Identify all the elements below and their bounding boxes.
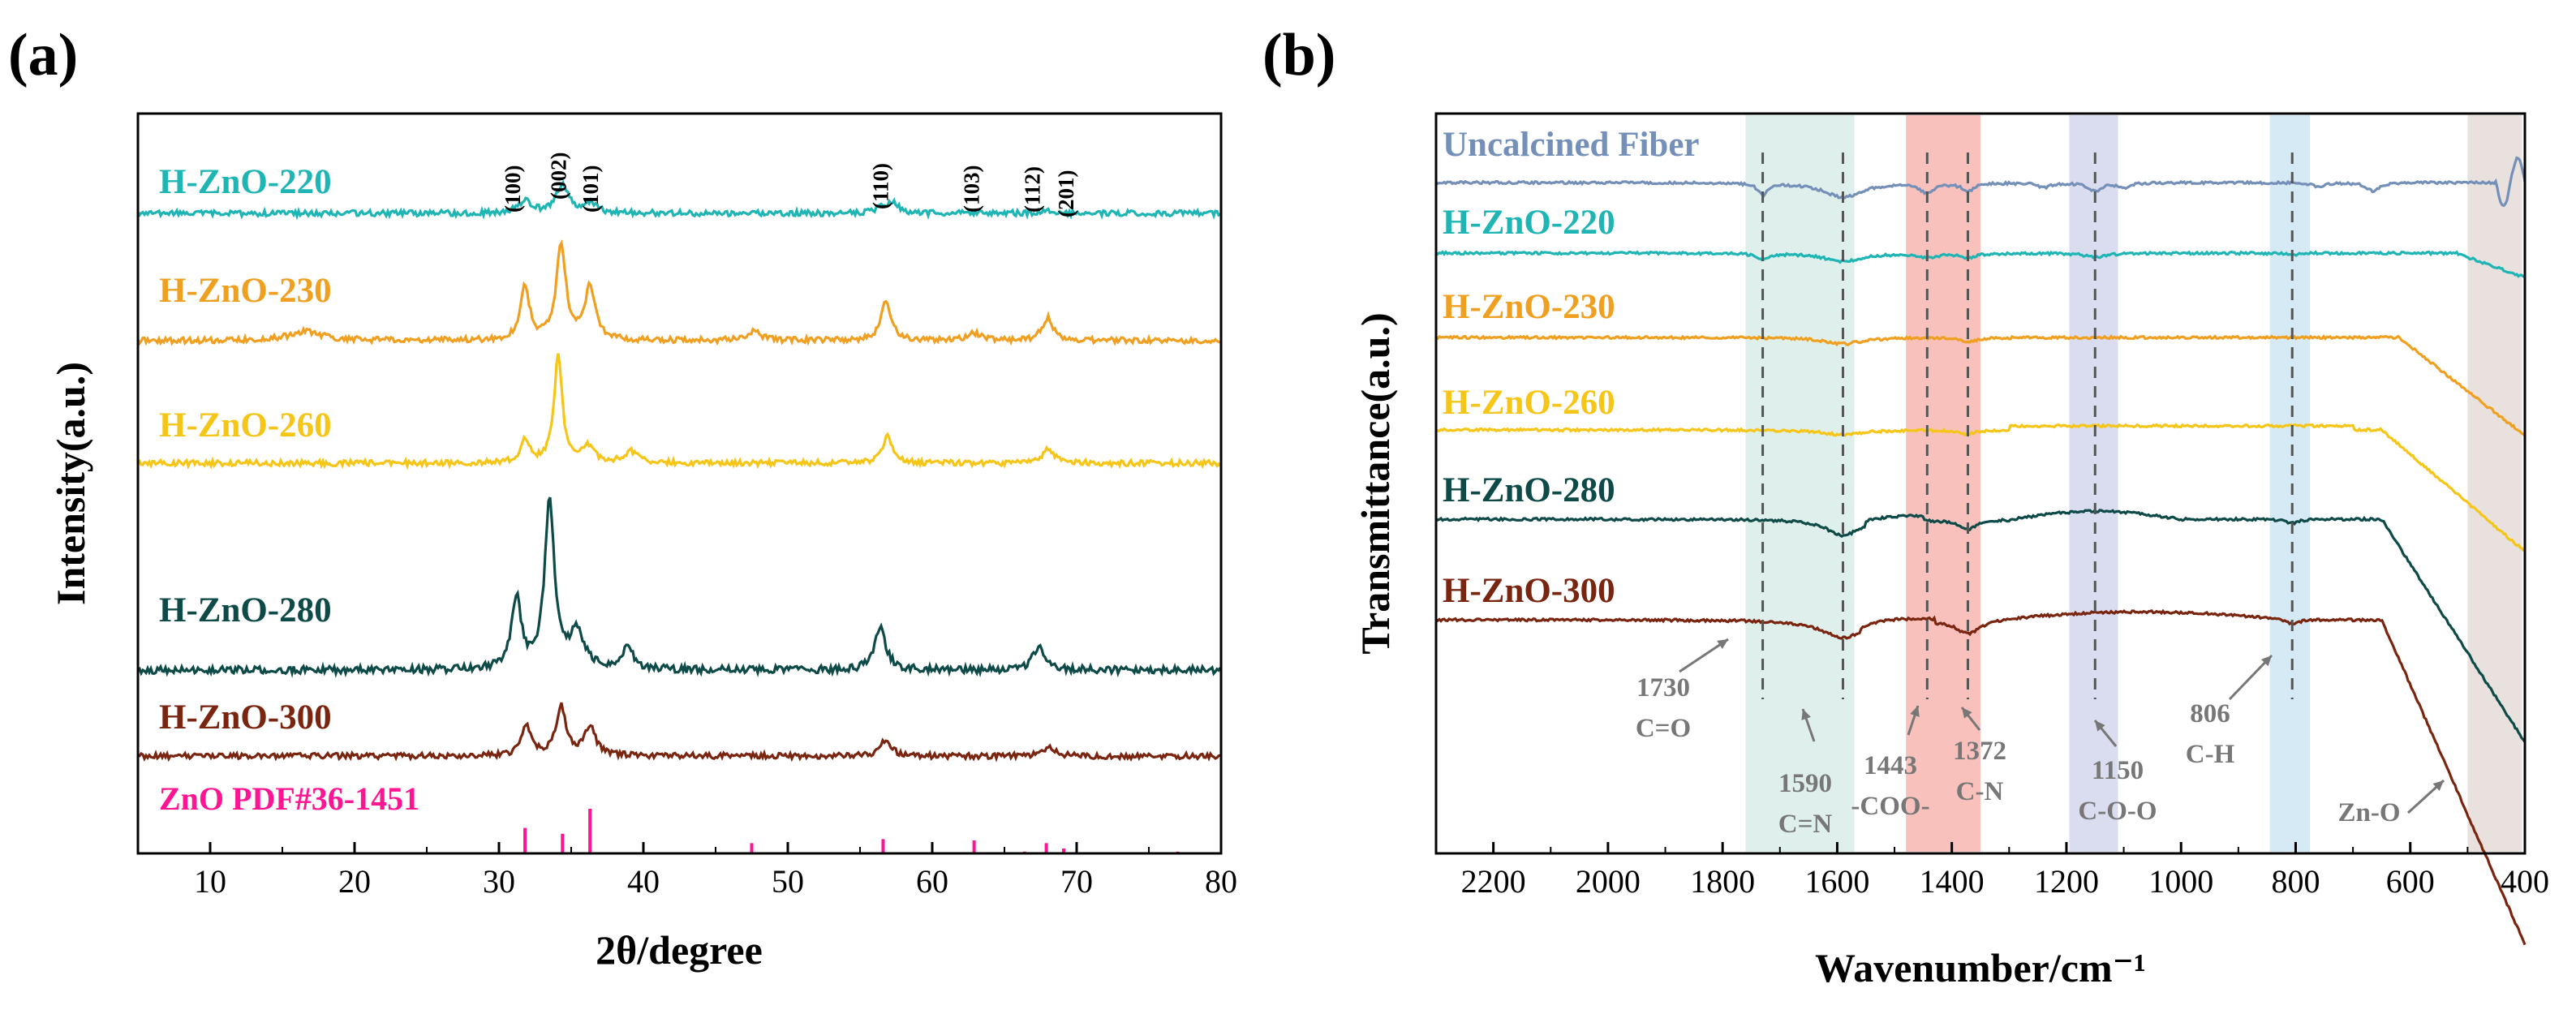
x-tick-label-a: 60 xyxy=(916,863,948,900)
peak-assignment-label: C-H xyxy=(2186,740,2235,769)
annotation-arrowhead xyxy=(2095,720,2105,732)
x-axis-title-a: 2θ/degree xyxy=(596,927,763,973)
x-axis-title-b: Wavenumber/cm⁻¹ xyxy=(1815,945,2146,990)
ftir-line-h-zno-300 xyxy=(1435,608,2527,946)
x-tick-label-a: 50 xyxy=(772,863,804,900)
ftir-shaded-bands xyxy=(1745,115,2522,852)
series-label-a: H-ZnO-300 xyxy=(159,698,332,737)
reference-label: ZnO PDF#36-1451 xyxy=(159,780,419,817)
xrd-line-h-zno-220 xyxy=(136,179,1221,221)
peak-value-label: 1443 xyxy=(1864,751,1917,780)
annotation-arrowhead xyxy=(1910,706,1920,717)
x-tick-label-a: 70 xyxy=(1060,863,1093,900)
peak-value-label: 1150 xyxy=(2092,756,2144,785)
peak-value-label: 1730 xyxy=(1636,673,1690,702)
annotation-arrowhead xyxy=(2260,655,2272,667)
x-tick-label-b: 2000 xyxy=(1576,863,1641,900)
hkl-label: (100) xyxy=(501,165,525,213)
hkl-label: (002) xyxy=(546,153,570,200)
x-tick-label-b: 1600 xyxy=(1804,863,1869,900)
ftir-line-uncalcined-fiber xyxy=(1434,156,2527,208)
series-label-b: H-ZnO-230 xyxy=(1443,288,1615,326)
series-label-a: H-ZnO-280 xyxy=(159,591,332,629)
x-tick-label-b: 400 xyxy=(2501,863,2549,900)
peak-value-label: 1590 xyxy=(1778,769,1832,798)
reference-sticks-a: ZnO PDF#36-1451 xyxy=(159,780,1180,853)
series-label-a: H-ZnO-230 xyxy=(159,272,332,310)
hkl-label: (112) xyxy=(1021,166,1045,213)
peak-value-label: 1372 xyxy=(1953,737,2006,766)
hkl-label: (201) xyxy=(1054,170,1078,217)
x-tick-label-b: 1400 xyxy=(1920,863,1985,900)
xrd-line-h-zno-300 xyxy=(137,702,1221,763)
annotation-arrowhead xyxy=(1962,707,1972,719)
ftir-line-h-zno-230 xyxy=(1434,333,2527,437)
x-tick-label-b: 1800 xyxy=(1690,863,1755,900)
x-tick-label-a: 10 xyxy=(194,863,226,900)
x-tick-label-a: 40 xyxy=(627,863,660,900)
series-label-b: H-ZnO-300 xyxy=(1443,572,1615,610)
ftir-series-group xyxy=(1434,156,2527,946)
xrd-series-group xyxy=(136,179,1222,763)
panel-a-label: (a) xyxy=(8,22,78,88)
hkl-label: (103) xyxy=(960,165,984,213)
shaded-band xyxy=(2069,115,2118,852)
annotation-arrowhead xyxy=(1717,639,1728,650)
x-tick-label-b: 600 xyxy=(2386,863,2435,900)
y-axis-title-b: Transmittance(a.u.) xyxy=(1353,312,1398,654)
ftir-line-h-zno-220 xyxy=(1434,250,2526,279)
xrd-line-h-zno-260 xyxy=(137,353,1222,470)
peak-assignment-label: C-N xyxy=(1956,777,2004,806)
hkl-label: (101) xyxy=(578,165,603,213)
panel-b-label: (b) xyxy=(1262,22,1335,88)
annotation-arrowhead xyxy=(1801,709,1811,720)
annotation-arrowhead xyxy=(2432,780,2444,791)
ftir-line-h-zno-260 xyxy=(1435,423,2526,552)
x-tick-label-b: 1000 xyxy=(2148,863,2213,900)
series-label-b: H-ZnO-260 xyxy=(1443,384,1615,422)
peak-assignment-label: -COO- xyxy=(1851,792,1929,821)
series-label-b: Uncalcined Fiber xyxy=(1443,126,1700,164)
peak-value-label: 806 xyxy=(2190,699,2230,728)
series-label-a: H-ZnO-260 xyxy=(159,406,332,445)
peak-assignment-label: C-O-O xyxy=(2078,797,2157,826)
x-tick-label-b: 800 xyxy=(2271,863,2320,900)
x-tick-label-b: 1200 xyxy=(2034,863,2099,900)
x-tick-label-a: 20 xyxy=(338,863,371,900)
xrd-line-h-zno-230 xyxy=(136,238,1221,346)
shaded-band xyxy=(2467,115,2522,852)
series-label-b: H-ZnO-280 xyxy=(1443,471,1615,509)
zn-o-label: Zn-O xyxy=(2337,798,2400,827)
y-axis-title-a: Intensity(a.u.) xyxy=(48,362,93,605)
x-tick-label-b: 2200 xyxy=(1461,863,1526,900)
peak-assignment-label: C=N xyxy=(1778,810,1833,839)
peak-assignment-label: C=O xyxy=(1636,714,1691,743)
hkl-label: (110) xyxy=(868,163,892,209)
xrd-line-h-zno-280 xyxy=(137,496,1222,678)
x-tick-label-a: 30 xyxy=(483,863,515,900)
ftir-line-h-zno-280 xyxy=(1435,509,2527,743)
plot-frame-a xyxy=(136,112,1223,855)
x-tick-label-a: 80 xyxy=(1205,863,1237,900)
shaded-band xyxy=(2269,115,2311,852)
plot-frame-b xyxy=(1434,112,2527,855)
series-label-b: H-ZnO-220 xyxy=(1443,204,1615,242)
series-label-a: H-ZnO-220 xyxy=(159,163,332,201)
